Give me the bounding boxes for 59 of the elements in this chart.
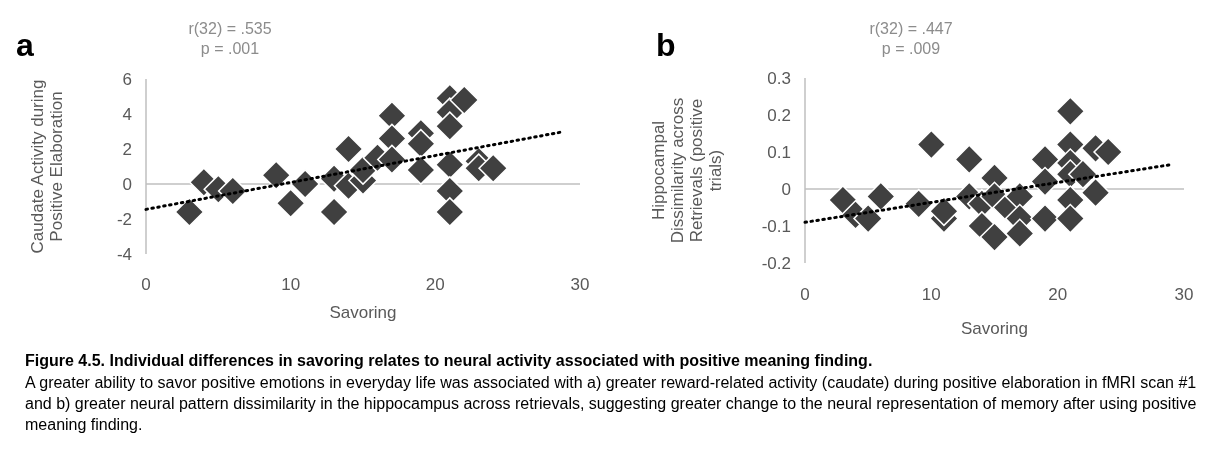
y-tick-label: 2 [122,139,132,159]
point [449,85,480,115]
point [853,203,884,234]
point [333,134,364,164]
point [434,197,465,227]
point [1080,177,1111,208]
chart-title: a [16,27,34,63]
x-tick-label: 10 [921,285,941,304]
x-tick-label: 0 [141,275,151,294]
x-tick-label: 10 [281,275,301,294]
text: p = .009 [881,40,941,57]
y-tick-label: 0.1 [767,142,791,162]
text: p = .001 [200,40,260,57]
text: r(32) = .535 [188,20,272,37]
point [478,153,509,184]
y-tick-label: 0.3 [767,68,791,88]
point [434,111,465,142]
point [1055,203,1086,234]
x-tick-label: 0 [800,285,810,304]
point [954,144,985,175]
x-tick-label: 30 [1174,285,1194,304]
point [261,160,292,191]
y-tick-label: -0.1 [761,216,791,236]
x-tick-label: 30 [570,275,590,294]
point [405,155,436,185]
point [1093,137,1124,167]
y-tick-label: 6 [122,69,132,89]
point [1030,203,1060,234]
point [290,169,321,199]
point [1055,96,1086,127]
y-tick-label: 0.2 [767,105,791,125]
point [174,197,205,227]
text: r(32) = .447 [869,20,953,37]
point [828,185,858,215]
point [979,222,1010,252]
y-tick-label: 4 [122,104,132,124]
point [929,196,959,227]
point [434,149,465,180]
y-tick-label: 0 [781,179,791,199]
x-axis-title: Savoring [329,303,397,322]
point [275,188,306,219]
text: A greater ability to savor positive emotions in everyday life was associated with a) greater reward-related activity (caudate) during positive elaboration in fMRI scan #1 and b) greater neural pattern dissimilarity in the hippocampus across retrievals, suggesting greater change to the neural representation of memory after using positive meaning finding. [25,374,1197,433]
point [865,181,896,212]
text: Figure 4.5. Individual differences in savoring relates to neural activity associated with positive meaning finding. [25,352,873,369]
point [1004,218,1035,249]
chart-title: b [656,27,676,63]
point [319,197,349,227]
y-axis-title: Hippocampal Dissimilarity across Retrievals (positive trials) [648,97,725,244]
point [1068,159,1098,190]
y-tick-label: 0 [122,174,132,194]
x-tick-label: 20 [1048,285,1068,304]
y-tick-label: -2 [116,209,132,229]
x-tick-label: 20 [425,275,445,294]
y-tick-label: -4 [116,244,132,264]
y-tick-label: -0.2 [761,253,791,273]
y-axis-title: Caudate Activity during Positive Elaboration [27,79,66,254]
point [405,128,436,159]
x-axis-title: Savoring [960,319,1029,338]
point [916,129,947,160]
